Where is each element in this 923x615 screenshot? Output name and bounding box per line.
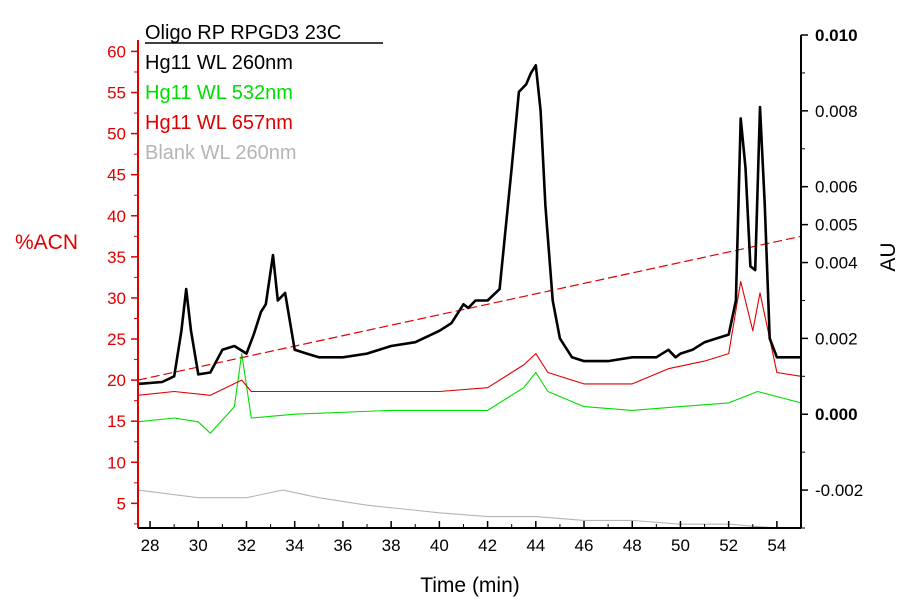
y-right-tick-label: 0.005 <box>815 216 858 235</box>
y-right-tick-label: 0.008 <box>815 102 858 121</box>
x-tick-label: 30 <box>189 536 208 555</box>
y-left-tick-label: 25 <box>107 330 126 349</box>
y-left-tick-label: 5 <box>117 494 126 513</box>
x-tick-label: 36 <box>333 536 352 555</box>
y-right-tick-label: 0.000 <box>815 405 858 424</box>
y-right-tick-label: 0.010 <box>815 26 858 45</box>
y-axis-right-title: AU <box>877 242 900 271</box>
series-line-wl260 <box>137 64 801 386</box>
y-left-tick-label: 60 <box>107 42 126 61</box>
y-right-tick-label: -0.002 <box>815 481 863 500</box>
legend-entry-wl260: Hg11 WL 260nm <box>145 52 293 74</box>
y-left-tick-label: 50 <box>107 125 126 144</box>
x-tick-label: 48 <box>623 536 642 555</box>
series-line-wl657 <box>137 280 802 396</box>
legend-entry-wl532: Hg11 WL 532nm <box>145 82 293 104</box>
y-left-tick-label: 30 <box>107 289 126 308</box>
y-right-tick-label: 0.002 <box>815 329 858 348</box>
legend-entry-blank: Blank WL 260nm <box>145 142 297 164</box>
axis-ticks-group: 28 30 32 34 36 38 40 42 44 46 48 50 52 54510152025303… <box>107 26 863 555</box>
y-left-tick-label: 10 <box>107 453 126 472</box>
x-tick-label: 34 <box>285 536 304 555</box>
x-tick-label: 54 <box>767 536 786 555</box>
x-tick-label: 40 <box>430 536 449 555</box>
legend-entry-wl657: Hg11 WL 657nm <box>145 112 293 134</box>
y-left-tick-label: 20 <box>107 371 126 390</box>
x-tick-label: 38 <box>382 536 401 555</box>
legend: Oligo RP RPGD3 23C Hg11 WL 260nm Hg11 WL… <box>145 22 383 164</box>
y-left-tick-label: 40 <box>107 207 126 226</box>
chart-title: Oligo RP RPGD3 23C <box>145 22 341 44</box>
x-tick-label: 28 <box>141 536 160 555</box>
plot-series-group <box>137 64 802 529</box>
x-tick-label: 50 <box>671 536 690 555</box>
x-tick-label: 46 <box>575 536 594 555</box>
y-left-tick-label: 45 <box>107 166 126 185</box>
x-tick-label: 42 <box>478 536 497 555</box>
x-axis-title: Time (min) <box>420 574 520 597</box>
y-axis-left-title: %ACN <box>15 231 78 254</box>
x-tick-label: 32 <box>237 536 256 555</box>
series-line-wl532 <box>137 353 802 434</box>
y-right-tick-label: 0.004 <box>815 254 858 273</box>
x-tick-label: 52 <box>719 536 738 555</box>
y-right-tick-label: 0.006 <box>815 178 858 197</box>
x-tick-label: 44 <box>526 536 545 555</box>
y-left-tick-label: 55 <box>107 84 126 103</box>
y-left-tick-label: 15 <box>107 412 126 431</box>
y-left-tick-label: 35 <box>107 248 126 267</box>
